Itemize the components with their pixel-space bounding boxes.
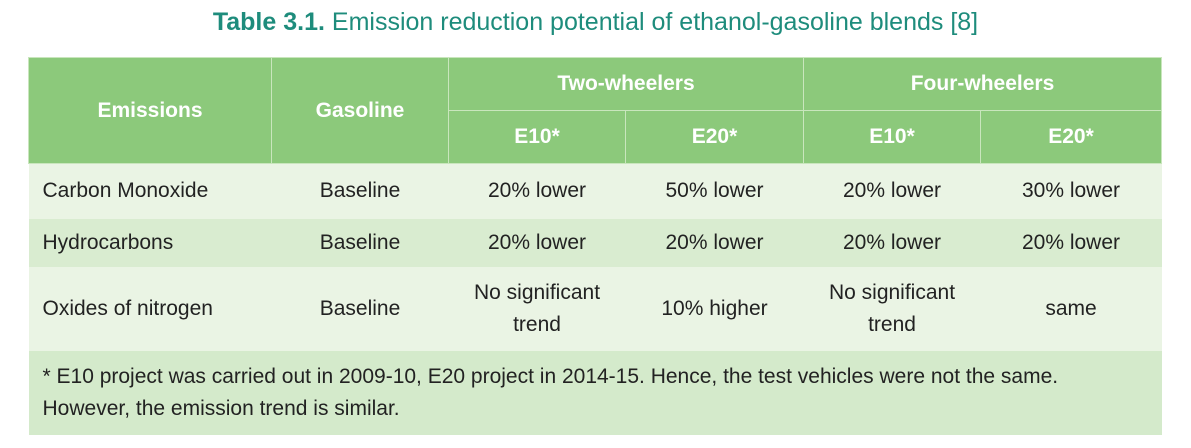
table-cell: 20% lower — [1021, 230, 1121, 254]
table-cell: 30% lower — [1021, 179, 1121, 203]
table-body: Carbon Monoxide Baseline 20% lower 50% lowe… — [28, 163, 1162, 435]
table-header: Emissions Gasoline Two-wheelers Four-whe… — [28, 57, 1163, 164]
table-cell: No significant trend — [473, 280, 601, 336]
table-cell: 20% lower — [487, 230, 587, 254]
subheader-cell: E10* — [803, 110, 981, 164]
table-cell: 10% higher — [661, 296, 768, 320]
table-cell: 20% lower — [842, 179, 942, 203]
header-cell: Gasoline — [271, 57, 449, 164]
table-cell: Baseline — [319, 296, 401, 320]
caption-label: Table 3.1. — [212, 8, 325, 36]
footnote-row: * E10 project was carried out in 2009-10… — [28, 350, 1162, 435]
table-cell: 20% lower — [487, 179, 587, 203]
header-cell: Emissions — [28, 57, 272, 164]
emission-table: Emissions Gasoline Two-wheelers Four-whe… — [28, 57, 1163, 435]
subheader-cell: E20* — [979, 110, 1163, 164]
table-row: Carbon Monoxide Baseline 20% lower 50% lowe… — [28, 163, 1162, 219]
header-cell: Four-wheelers — [802, 57, 1163, 111]
table-row: Hydrocarbons Baseline 20% lower 20% lower 20… — [28, 218, 1162, 267]
table-cell: Baseline — [319, 230, 401, 254]
table-cell: Baseline — [319, 179, 401, 203]
table-cell: 20% lower — [842, 230, 942, 254]
table-cell: Oxides of nitrogen — [42, 296, 213, 320]
header-cell: Two-wheelers — [448, 57, 804, 111]
table-cell: Hydrocarbons — [42, 230, 174, 254]
table-caption: Table 3.1. Emission reduction potential … — [0, 8, 1191, 37]
table-cell: 50% lower — [665, 179, 764, 203]
table-cell: No significant trend — [828, 280, 956, 336]
table-cell: same — [1045, 296, 1097, 320]
table-cell: Carbon Monoxide — [42, 179, 209, 203]
table-cell: 20% lower — [665, 230, 764, 254]
subheader-cell: E10* — [448, 110, 626, 164]
caption-text: Emission reduction potential of ethanol-… — [331, 8, 979, 36]
footnote: * E10 project was carried out in 2009-10… — [28, 350, 1162, 435]
subheader-cell: E20* — [625, 110, 804, 164]
table-row: Oxides of nitrogen Baseline No significant… — [28, 266, 1162, 351]
